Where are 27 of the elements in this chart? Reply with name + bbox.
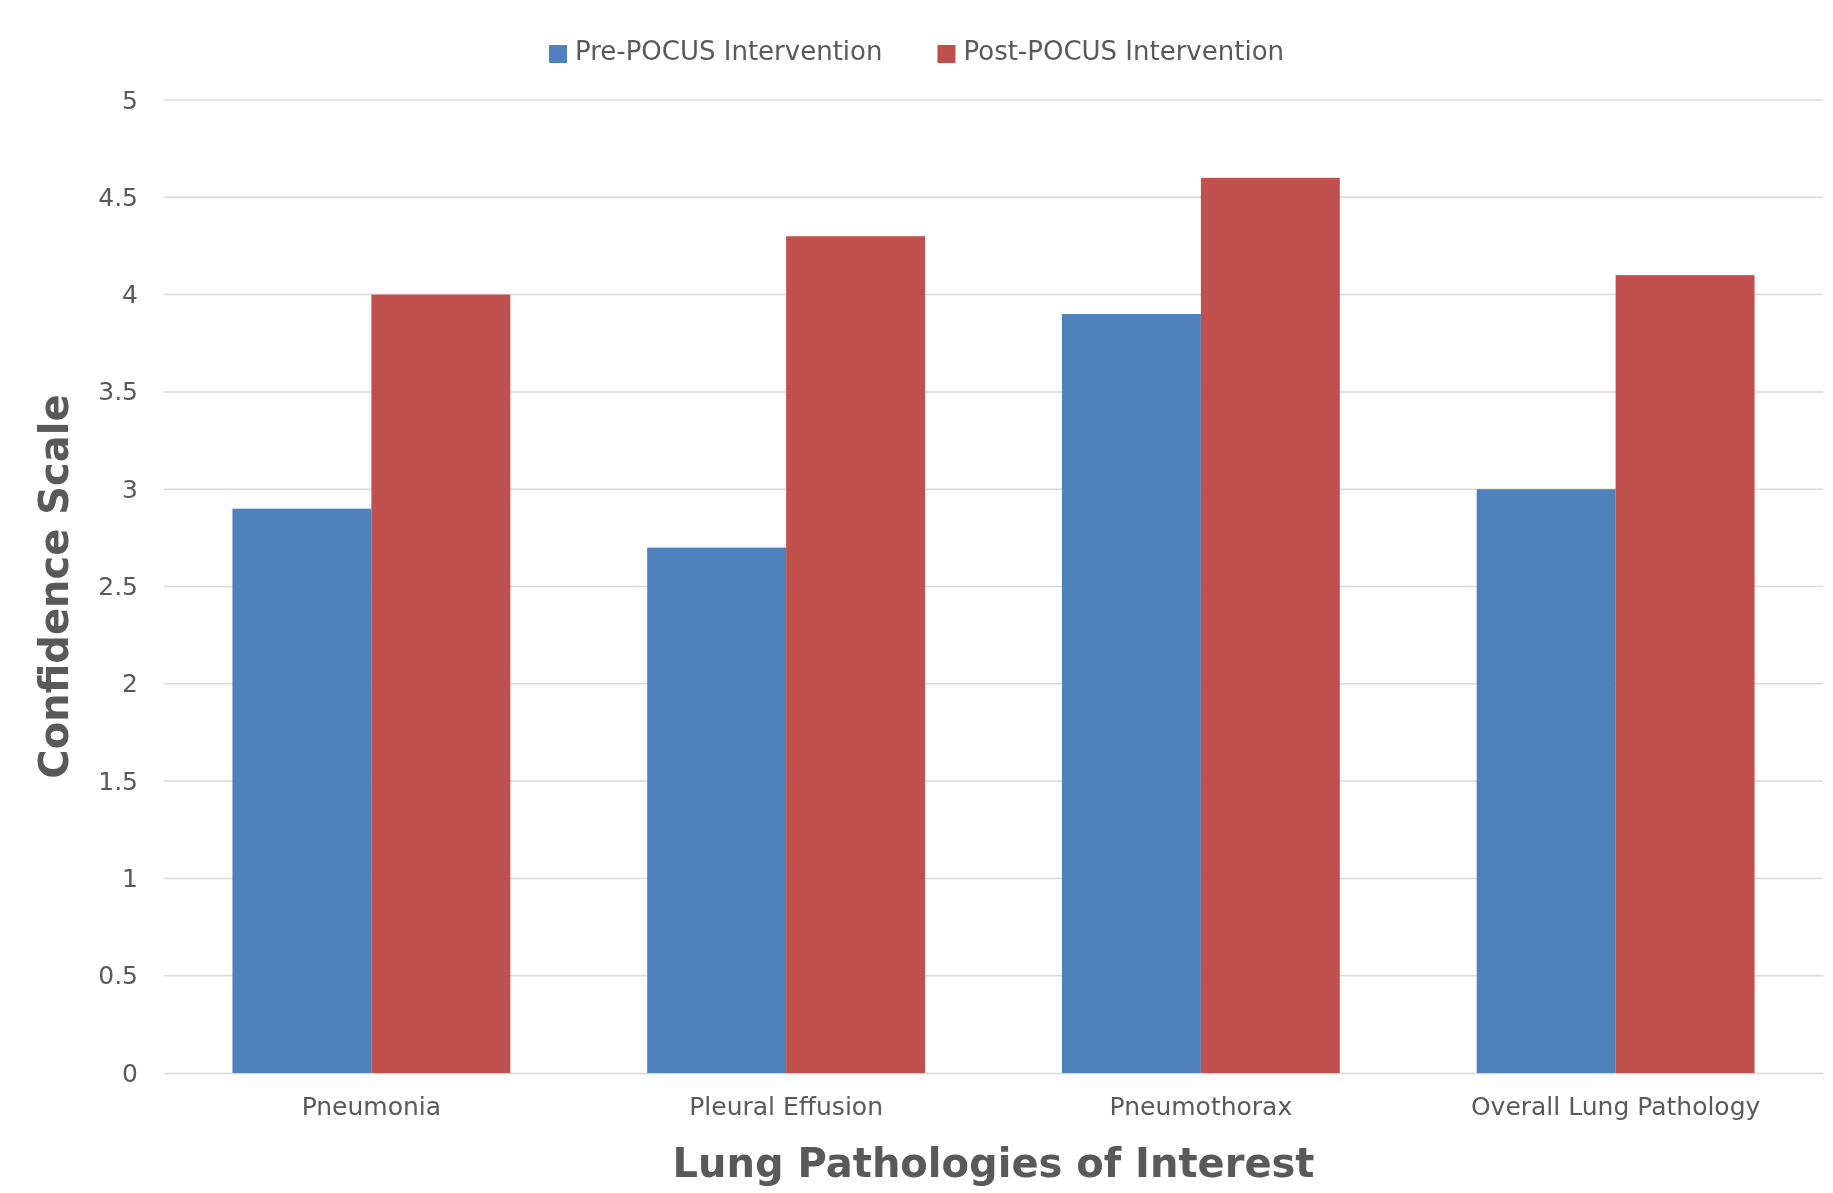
bar (1476, 489, 1616, 1073)
bar (1061, 314, 1201, 1073)
y-tick-label: 2.5 (98, 572, 138, 601)
y-tick-label: 4 (122, 280, 138, 310)
y-tick-label: 4.5 (98, 182, 138, 212)
y-tick-label: 5 (122, 85, 138, 115)
x-axis-title: Lung Pathologies of Interest (672, 1140, 1315, 1186)
y-axis-title: Confidence Scale (31, 394, 77, 779)
y-tick-label: 1 (122, 863, 138, 893)
bar (371, 294, 511, 1073)
y-tick-label: 3 (122, 474, 138, 504)
bar (647, 547, 787, 1073)
bar (232, 508, 372, 1073)
y-tick-label: 0.5 (98, 961, 138, 991)
legend-label: Post-POCUS Intervention (963, 36, 1285, 66)
legend-label: Pre-POCUS Intervention (574, 36, 883, 66)
bar (1615, 275, 1755, 1073)
y-tick-label: 3.5 (98, 377, 138, 407)
x-tick-label: Pleural Effusion (689, 1091, 883, 1121)
bar (1200, 177, 1340, 1073)
bar (786, 236, 926, 1073)
x-tick-label: Pneumonia (301, 1091, 442, 1121)
y-tick-label: 1.5 (98, 766, 138, 796)
y-tick-label: 0 (122, 1058, 138, 1088)
x-tick-label: Overall Lung Pathology (1470, 1091, 1761, 1121)
x-tick-label: Pneumothorax (1109, 1091, 1293, 1121)
y-tick-label: 2 (122, 669, 138, 699)
